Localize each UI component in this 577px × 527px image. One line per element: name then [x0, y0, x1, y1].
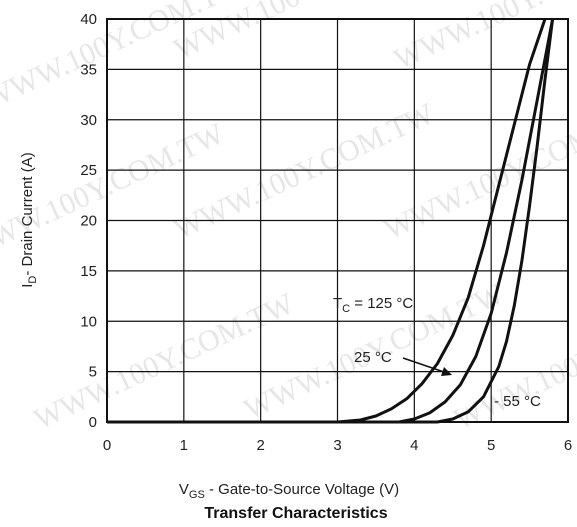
x-tick-label: 3 [333, 437, 341, 454]
x-axis-ticks: 0 1 2 3 4 5 6 [103, 437, 572, 454]
y-tick-label: 35 [80, 61, 97, 78]
arrow-25c-line [402, 357, 445, 373]
y-tick-label: 10 [80, 313, 97, 330]
y-tick-label: 0 [89, 414, 97, 431]
arrow-25c-head [441, 367, 452, 376]
series-line-1 [107, 18, 555, 424]
x-tick-label: 0 [103, 437, 111, 454]
series-line-2 [107, 18, 555, 424]
y-tick-label: 40 [80, 11, 97, 28]
x-tick-label: 4 [410, 437, 418, 454]
chart-title: Transfer Characteristics [204, 505, 387, 522]
x-axis-label: VGS - Gate-to-Source Voltage (V) [179, 481, 399, 501]
x-tick-label: 6 [564, 437, 572, 454]
y-tick-label: 30 [80, 112, 97, 129]
label-tc-125: TC = 125 °C [333, 295, 413, 315]
label-25c: 25 °C [354, 349, 392, 366]
y-tick-label: 5 [89, 364, 97, 381]
series-line-0 [107, 18, 547, 424]
y-tick-label: 20 [80, 213, 97, 230]
y-axis-ticks: 0 5 10 15 20 25 30 35 40 [80, 11, 97, 431]
x-tick-label: 1 [180, 437, 188, 454]
x-tick-label: 2 [256, 437, 264, 454]
y-tick-label: 15 [80, 263, 97, 280]
label-minus-55c: - 55 °C [494, 393, 541, 410]
y-axis-label: ID- Drain Current (A) [19, 152, 39, 287]
x-tick-label: 5 [487, 437, 495, 454]
series-layer [107, 18, 555, 424]
y-tick-label: 25 [80, 162, 97, 179]
